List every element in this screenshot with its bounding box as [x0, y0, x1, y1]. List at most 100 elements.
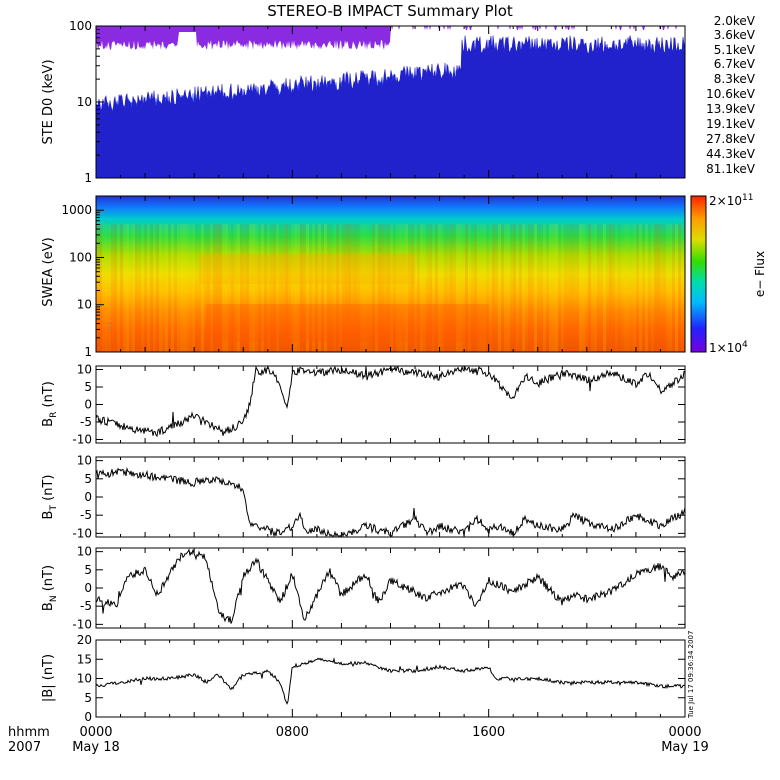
xtick-label: 1600 — [472, 725, 505, 740]
legend-entry: 8.3keV — [714, 72, 756, 86]
swea-column — [549, 224, 552, 352]
ytick-label: 10 — [77, 545, 92, 559]
ytick-label: -10 — [72, 526, 92, 540]
swea-column — [336, 224, 339, 352]
swea-column — [543, 224, 546, 352]
swea-column — [417, 224, 420, 352]
swea-column — [366, 224, 369, 352]
swea-column — [522, 224, 525, 352]
xtick-label: 0000 — [79, 725, 112, 740]
swea-panel: 1 10 100 1000 SWEA (eV) 2×1011 1×104 e− Flu… — [41, 193, 767, 359]
swea-column — [306, 224, 309, 352]
swea-column — [375, 224, 378, 352]
swea-column — [156, 224, 159, 352]
swea-column — [528, 224, 531, 352]
ytick-label: 20 — [77, 633, 92, 647]
swea-column — [489, 224, 492, 352]
swea-column — [588, 224, 591, 352]
swea-column — [636, 224, 639, 352]
swea-column — [144, 224, 147, 352]
swea-column — [654, 224, 657, 352]
swea-column — [540, 224, 543, 352]
swea-column — [219, 224, 222, 352]
swea-column — [594, 224, 597, 352]
swea-column — [183, 224, 186, 352]
swea-column — [507, 224, 510, 352]
swea-column — [147, 224, 150, 352]
swea-column — [258, 224, 261, 352]
swea-column — [672, 224, 675, 352]
swea-column — [111, 224, 114, 352]
swea-column — [465, 224, 468, 352]
legend-entry: 44.3keV — [706, 147, 756, 161]
bn-panel: -10 -5 0 5 10 BN (nT) — [41, 545, 686, 631]
xtick-label: 0800 — [276, 725, 309, 740]
swea-column — [420, 224, 423, 352]
ytick-label: 5 — [84, 691, 92, 705]
bn-yticks: -10 -5 0 5 10 — [72, 545, 685, 631]
swea-column — [210, 224, 213, 352]
swea-column — [606, 224, 609, 352]
colorbar — [690, 195, 707, 353]
swea-column — [276, 224, 279, 352]
swea-column — [288, 224, 291, 352]
swea-column — [204, 224, 207, 352]
swea-column — [363, 224, 366, 352]
swea-column — [279, 224, 282, 352]
ytick-label: -5 — [80, 508, 92, 522]
swea-column — [117, 224, 120, 352]
swea-column — [189, 224, 192, 352]
xtick-sublabel: May 19 — [661, 740, 709, 755]
swea-column — [192, 224, 195, 352]
swea-column — [246, 224, 249, 352]
swea-column — [408, 224, 411, 352]
swea-column — [504, 224, 507, 352]
swea-column — [666, 224, 669, 352]
swea-column — [330, 224, 333, 352]
swea-column — [570, 224, 573, 352]
swea-column — [303, 224, 306, 352]
swea-column — [585, 224, 588, 352]
x-axis-label-year: 2007 — [8, 740, 41, 755]
swea-column — [582, 224, 585, 352]
swea-ylabel: SWEA (eV) — [41, 237, 56, 306]
swea-column — [558, 224, 561, 352]
swea-column — [282, 224, 285, 352]
swea-column — [387, 224, 390, 352]
swea-yticks: 1 10 100 1000 — [61, 195, 104, 359]
legend-entry: 27.8keV — [706, 132, 756, 146]
swea-column — [384, 224, 387, 352]
swea-column — [345, 224, 348, 352]
swea-column — [555, 224, 558, 352]
swea-column — [591, 224, 594, 352]
swea-column — [396, 224, 399, 352]
ytick-label: -10 — [72, 617, 92, 631]
swea-column — [510, 224, 513, 352]
br-frame — [95, 365, 686, 444]
swea-ytick-label: 100 — [69, 250, 92, 264]
swea-column — [597, 224, 600, 352]
swea-column — [195, 224, 198, 352]
bmag-series-line — [95, 657, 686, 705]
timestamp: Tue Jul 17 09:36:34 2007 — [687, 631, 695, 719]
swea-column — [621, 224, 624, 352]
ste-channel-1 — [95, 35, 686, 179]
swea-column — [633, 224, 636, 352]
swea-column — [534, 224, 537, 352]
swea-column — [453, 224, 456, 352]
swea-column — [105, 224, 108, 352]
ste-ylabel: STE D0 (keV) — [41, 59, 56, 144]
swea-column — [480, 224, 483, 352]
swea-column — [411, 224, 414, 352]
swea-column — [381, 224, 384, 352]
swea-column — [108, 224, 111, 352]
swea-column — [378, 224, 381, 352]
swea-column — [252, 224, 255, 352]
swea-column — [348, 224, 351, 352]
swea-column — [351, 224, 354, 352]
ytick-label: 0 — [84, 581, 92, 595]
swea-column — [561, 224, 564, 352]
swea-column — [273, 224, 276, 352]
